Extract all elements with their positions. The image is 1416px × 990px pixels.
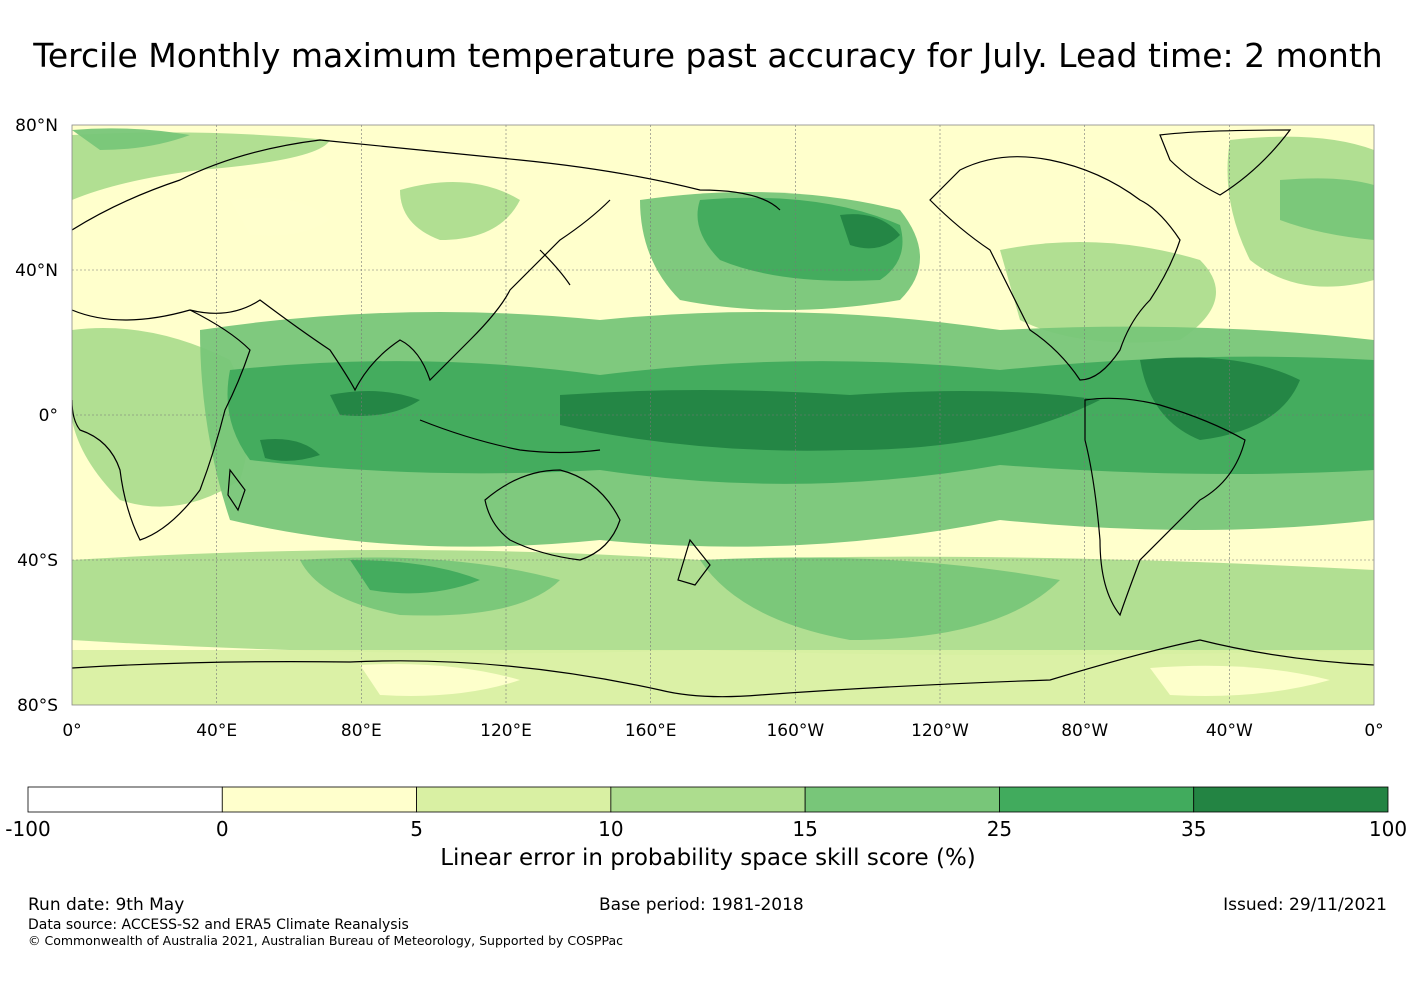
coastline [72, 639, 1374, 698]
skill-score-area [1140, 357, 1300, 440]
skill-score-area [260, 439, 320, 461]
colorbar-bin [416, 786, 612, 813]
coastline [677, 538, 711, 586]
map-panel [72, 125, 1374, 705]
lat-label: 0° [39, 406, 58, 426]
lon-label: 0° [1364, 721, 1383, 741]
lon-label: 160°E [625, 721, 677, 741]
data-source: Data source: ACCESS-S2 and ERA5 Climate … [28, 917, 409, 933]
colorbar-tick-label: -100 [5, 817, 50, 841]
longitude-labels: 0° 40°E 80°E 120°E 160°E 160°W 120°W 80°W 40°W 0° [62, 721, 1383, 741]
base-period: Base period: 1981-2018 [599, 895, 804, 915]
colorbar: -100 0 5 10 15 25 35 100 [5, 786, 1407, 841]
lon-label: 80°E [341, 721, 382, 741]
coastline [484, 469, 621, 561]
colorbar-bin [804, 786, 1000, 813]
map-title: Tercile Monthly maximum temperature past… [33, 36, 1383, 75]
lon-label: 0° [62, 721, 81, 741]
skill-score-area [1080, 169, 1140, 199]
issued-date: Issued: 29/11/2021 [1223, 895, 1387, 915]
lat-label: 40°N [15, 261, 58, 281]
skill-score-area [560, 390, 1100, 451]
coastline [539, 249, 571, 286]
coastline [929, 156, 1181, 381]
map-frame [71, 124, 1375, 706]
colorbar-bin [27, 786, 223, 813]
coastline [1084, 397, 1246, 617]
lon-label: 160°W [766, 721, 824, 741]
skill-score-fields [72, 128, 1374, 705]
colorbar-tick-label: 35 [1181, 817, 1206, 841]
skill-score-area [840, 214, 900, 249]
latitude-labels: 80°N 40°N 0° 40°S 80°S [15, 116, 58, 716]
coastline [419, 419, 601, 454]
skill-score-area [400, 182, 520, 240]
colorbar-tick-label: 100 [1369, 817, 1407, 841]
lon-label: 40°E [196, 721, 237, 741]
skill-score-area [1280, 178, 1374, 240]
colorbar-tick-label: 15 [792, 817, 817, 841]
skill-score-area [230, 197, 330, 236]
skill-score-area [1150, 665, 1330, 696]
lat-label: 80°N [15, 116, 58, 136]
coastline [72, 139, 781, 231]
coastline [189, 199, 611, 392]
skill-score-area [360, 664, 520, 696]
skill-score-area [1000, 242, 1216, 343]
skill-score-area [350, 560, 480, 594]
colorbar-tick-label: 25 [987, 817, 1012, 841]
coastlines [72, 129, 1374, 698]
lon-label: 120°E [480, 721, 532, 741]
colorbar-tick-label: 10 [598, 817, 623, 841]
lon-label: 40°W [1206, 721, 1253, 741]
colorbar-tick-label: 0 [216, 817, 229, 841]
lat-label: 40°S [17, 551, 58, 571]
run-date: Run date: 9th May [28, 895, 185, 915]
colorbar-bin [610, 786, 806, 813]
skill-score-area [72, 128, 190, 150]
skill-score-area [700, 557, 1060, 640]
lon-label: 120°W [911, 721, 969, 741]
colorbar-bin [221, 786, 417, 813]
colorbar-tick-label: 5 [410, 817, 423, 841]
colorbar-bin [1193, 786, 1389, 813]
gridlines [72, 125, 1374, 705]
lat-label: 80°S [17, 696, 58, 716]
colorbar-title: Linear error in probability space skill … [440, 845, 976, 871]
colorbar-bin [999, 786, 1195, 813]
skill-score-area [330, 391, 420, 416]
coastline [227, 468, 246, 512]
coastline [1159, 129, 1292, 196]
lon-label: 80°W [1061, 721, 1108, 741]
copyright: © Commonwealth of Australia 2021, Austra… [28, 933, 623, 948]
